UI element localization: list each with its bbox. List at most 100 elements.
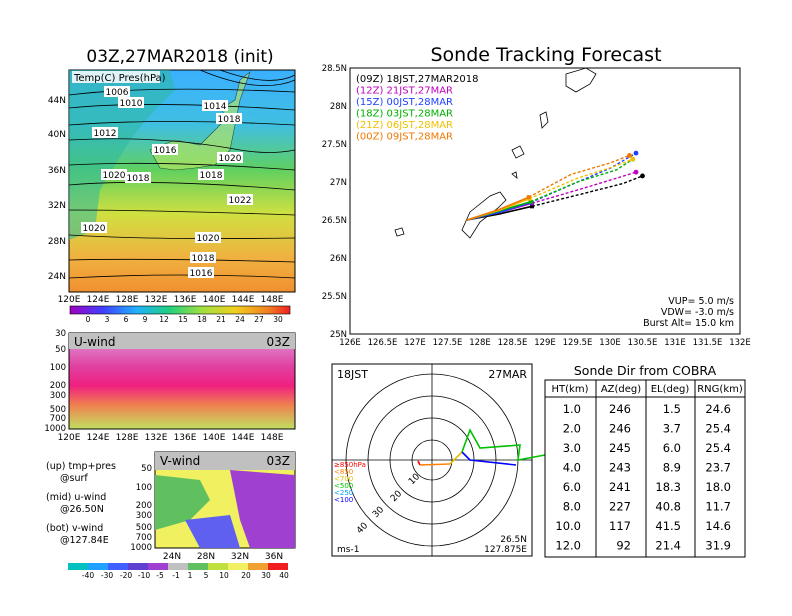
colorbar-tick: 27 [254,315,264,324]
lon-tick-label: 128E [116,433,139,443]
colorbar-tick: -10 [138,571,150,580]
tracking-lon-tick: 126E [339,338,361,348]
tracking-legend-item: (12Z) 21JST,27MAR [356,86,453,97]
tracking-lon-tick: 130E [599,338,621,348]
continent-landmass [69,70,175,240]
landing-point-marker [633,150,639,156]
map-subtitle-box: Temp(C) Pres(hPa) [72,71,166,84]
colorbar-tick: -30 [101,571,113,580]
polar-rings [332,364,532,556]
table-cell: 21.4 [655,539,681,553]
table-cell: 246 [609,422,631,436]
temp-colorbar [69,305,291,315]
burst-point-marker [526,195,531,200]
isobar-label: 1018 [200,171,223,181]
table-header-cell: EL(deg) [651,384,690,395]
tracking-lon-tick: 132E [729,338,751,348]
lon-tick-label: 144E [232,295,255,305]
table-cell: 8.0 [563,500,581,514]
colorbar-tick: 30 [273,315,283,324]
landing-point-marker [640,173,645,179]
tracking-legend-item: (21Z) 06JST,28MAR [356,120,453,131]
tracking-lat-tick: 25N [330,330,347,340]
landing-point-marker [627,153,632,158]
lat-tick-label: 24N [163,552,181,562]
lat-tick-label: 24N [48,272,66,282]
lat-tick-label: 36N [265,552,283,562]
table-header-cell: RNG(km) [697,384,743,395]
track-descent-line [531,171,637,204]
isobar-label: 1020 [103,171,126,181]
table-cell: 24.6 [705,402,731,416]
note-line: @127.84E [60,535,109,546]
track-descent-line [531,175,643,207]
colorbar-tick: 9 [143,315,148,324]
tracking-params: VUP= 5.0 m/s VDW= -3.0 m/s Burst Alt= 15… [643,296,734,329]
panel-notes: (up) tmp+pres @surf (mid) u-wind @26.50N… [46,461,116,546]
tracking-lat-tick: 27N [330,178,347,188]
burst-point-marker [528,199,533,204]
table-cell: 117 [609,519,631,533]
tracking-lat-tick: 26N [330,254,347,264]
colorbar-tick: 24 [235,315,245,324]
uwind-time: 03Z [267,335,291,349]
tracking-lon-tick: 126.5E [368,338,398,348]
isobar-label: 1020 [83,224,106,234]
landing-point-marker [633,169,639,175]
pressure-tick: 100 [50,363,66,373]
table-cell: 41.5 [655,519,681,533]
lon-tick-label: 140E [203,295,226,305]
table-cell: 92 [616,539,631,553]
note-line: @surf [60,473,88,484]
lon-tick-label: 124E [87,295,110,305]
table-cell: 245 [609,441,631,455]
colorbar-tick: 15 [178,315,188,324]
polar-level-legend: ≥850hPa<850<700<500<250<100 [334,461,366,504]
table-cell: 6.0 [563,480,581,494]
table-cell: 243 [609,461,631,475]
polar-level-legend-item: <500 [334,482,353,490]
trace-segment-100 [461,451,517,466]
polar-level-legend-item: ≥850hPa [334,461,366,469]
note-line: (mid) u-wind [46,492,106,503]
isobar-label: 1018 [218,115,241,125]
track-series [466,150,645,221]
tracking-lat-tick: 25.5N [322,292,347,302]
tracking-lon-tick: 128E [469,338,491,348]
tracking-title: Sonde Tracking Forecast [430,44,661,66]
isobar-label: 1006 [106,88,129,98]
lon-tick-label: 136E [174,295,197,305]
pressure-tick: 300 [50,391,66,401]
pressure-tick: 30 [55,329,66,339]
tracking-lon-tick: 130.5E [628,338,658,348]
sonde-table-title: Sonde Dir from COBRA [574,363,717,378]
colorbar-tick: 12 [159,315,169,324]
param-vdw: VDW= -3.0 m/s [661,307,734,318]
burst-point-marker [530,204,534,209]
uwind-lon-labels: 120E 124E 128E 132E 136E 140E 144E 148E [58,433,284,443]
tracking-legend-item: (18Z) 03JST,28MAR [356,109,453,120]
table-cell: 3.0 [563,441,581,455]
lat-tick-label: 40N [48,130,66,140]
tracking-legend-item: (00Z) 09JST,28MAR [356,132,453,143]
vwind-lat-labels: 24N 28N 32N 36N [163,552,283,562]
trace-segment-sfc [417,460,421,466]
isobar-label: 1014 [204,102,227,112]
pressure-tick: 50 [141,464,152,474]
lon-tick-label: 148E [261,433,284,443]
uwind-p-labels: 30 50 100 200 300 500 700 1000 [44,329,66,434]
pressure-tick: 300 [136,511,152,521]
lon-tick-label: 136E [174,433,197,443]
vwind-label: V-wind [160,454,200,468]
tracking-panel: Sonde Tracking Forecast 25N 25.5N 26N 26.5N… [322,44,751,348]
table-cell: 10.0 [555,519,581,533]
pressure-tick: 700 [50,414,66,424]
vwind-top-band [155,452,295,470]
pressure-tick: 50 [55,345,66,355]
polar-location-lat: 26.5N [500,535,527,545]
tracking-legend: (09Z) 18JST,27MAR2018(12Z) 21JST,27MAR(1… [356,74,478,143]
table-cell: 241 [609,480,631,494]
isobar-labels: 1006 1010 1012 1014 1018 1016 1020 1018 … [81,86,253,279]
vwind-p-labels: 50 100 200 300 500 700 1000 [130,464,152,553]
